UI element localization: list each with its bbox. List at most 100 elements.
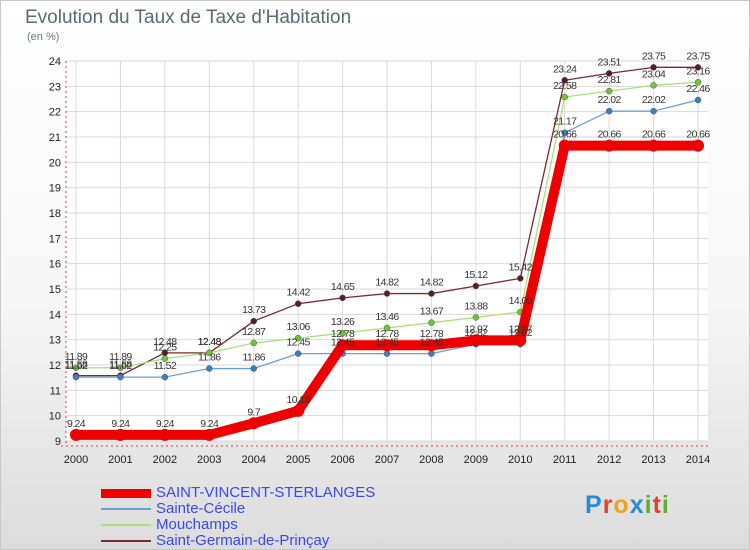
data-point-sainte-c-cile — [250, 365, 257, 372]
data-label-saint-vincent-sterlanges: 10.19 — [287, 394, 311, 406]
y-tick-label: 18 — [49, 208, 61, 220]
data-point-mouchamps — [250, 339, 257, 347]
logo-letter: o — [613, 491, 630, 519]
data-label-mouchamps: 23.16 — [686, 65, 710, 77]
data-label-saint-germain-de-prin-ay: 14.42 — [287, 287, 311, 299]
data-point-saint-vincent-sterlanges — [381, 339, 393, 352]
y-tick-label: 10 — [49, 411, 61, 423]
data-point-saint-vincent-sterlanges — [692, 139, 704, 152]
y-tick-label: 20 — [49, 157, 61, 169]
data-label-saint-germain-de-prin-ay: 13.73 — [242, 304, 266, 316]
data-label-sainte-c-cile: 11.86 — [242, 352, 265, 364]
data-point-mouchamps — [339, 329, 346, 337]
data-point-sainte-c-cile — [650, 107, 657, 115]
data-label-saint-germain-de-prin-ay: 23.51 — [598, 56, 622, 68]
data-label-saint-germain-de-prin-ay: 14.82 — [375, 277, 399, 289]
data-label-saint-vincent-sterlanges: 9.7 — [247, 406, 261, 418]
data-point-saint-vincent-sterlanges — [514, 334, 527, 347]
data-label-saint-vincent-sterlanges: 12.78 — [331, 328, 355, 340]
legend-swatch — [101, 540, 151, 542]
data-label-saint-vincent-sterlanges: 9.24 — [200, 418, 219, 430]
data-point-saint-germain-de-prin-ay — [250, 317, 257, 325]
data-label-saint-vincent-sterlanges: 9.24 — [156, 418, 175, 430]
x-tick-label: 2007 — [375, 454, 399, 466]
x-tick-label: 2013 — [641, 454, 665, 466]
data-label-mouchamps: 12.48 — [198, 336, 222, 348]
data-point-mouchamps — [72, 364, 80, 372]
data-label-sainte-c-cile: 11.52 — [65, 360, 88, 372]
data-point-mouchamps — [206, 349, 213, 357]
data-point-mouchamps — [383, 324, 391, 332]
data-label-mouchamps: 11.89 — [109, 351, 132, 363]
data-label-mouchamps: 23.04 — [642, 68, 666, 80]
legend-label: Sainte-Cécile — [156, 500, 246, 517]
data-label-sainte-c-cile: 12.45 — [375, 337, 399, 349]
legend-label: Mouchamps — [156, 516, 238, 533]
data-label-saint-germain-de-prin-ay: 23.75 — [686, 50, 710, 62]
data-label-saint-vincent-sterlanges: 20.66 — [642, 129, 666, 141]
data-label-saint-vincent-sterlanges: 9.24 — [111, 418, 130, 430]
legend-swatch — [101, 488, 151, 498]
data-point-saint-germain-de-prin-ay — [472, 282, 480, 290]
data-point-saint-germain-de-prin-ay — [517, 275, 524, 282]
data-point-saint-vincent-sterlanges — [425, 339, 438, 352]
data-point-saint-germain-de-prin-ay — [339, 294, 346, 302]
line-chart: 9 10 11 12 13 14 15 16 17 18 19 20 21 22 23 24 2000 2001 2… — [49, 50, 711, 466]
data-label-sainte-c-cile: 22.02 — [642, 94, 666, 106]
data-point-saint-vincent-sterlanges — [247, 417, 260, 430]
data-label-mouchamps: 22.58 — [553, 80, 577, 92]
data-label-saint-vincent-sterlanges: 12.97 — [464, 323, 488, 335]
data-label-mouchamps: 13.88 — [464, 300, 488, 312]
data-point-saint-vincent-sterlanges — [603, 139, 616, 152]
logo-letter: i — [661, 491, 670, 519]
data-point-mouchamps — [605, 87, 613, 95]
data-point-saint-germain-de-prin-ay — [294, 300, 302, 307]
data-label-sainte-c-cile: 11.52 — [154, 360, 177, 372]
data-point-sainte-c-cile — [117, 373, 124, 381]
data-label-saint-germain-de-prin-ay: 15.42 — [509, 261, 533, 273]
data-label-saint-germain-de-prin-ay: 23.24 — [553, 63, 577, 75]
data-point-saint-vincent-sterlanges — [292, 404, 305, 417]
chart-legend: SAINT-VINCENT-STERLANGES Sainte-Cécile Mou… — [101, 485, 375, 549]
logo-letter: i — [644, 491, 653, 519]
y-tick-label: 24 — [49, 56, 61, 68]
data-point-sainte-c-cile — [428, 350, 435, 357]
data-label-saint-germain-de-prin-ay: 23.75 — [642, 50, 666, 62]
legend-swatch — [101, 508, 151, 510]
y-tick-label: 12 — [49, 360, 61, 372]
legend-item: Mouchamps — [101, 517, 375, 533]
data-label-saint-vincent-sterlanges: 12.78 — [375, 328, 399, 340]
data-point-saint-vincent-sterlanges — [558, 139, 571, 152]
data-label-mouchamps: 22.81 — [598, 74, 622, 86]
data-label-saint-germain-de-prin-ay: 15.12 — [464, 269, 488, 281]
x-tick-label: 2004 — [241, 454, 265, 466]
data-point-sainte-c-cile — [72, 373, 80, 381]
y-tick-label: 11 — [50, 385, 61, 397]
data-label-mouchamps: 14.09 — [509, 295, 533, 307]
data-point-mouchamps — [161, 355, 169, 362]
chart-title: Evolution du Taux de Taxe d'Habitation — [25, 7, 352, 28]
y-tick-label: 14 — [49, 309, 61, 321]
data-label-sainte-c-cile: 22.02 — [598, 94, 622, 106]
y-tick-label: 15 — [49, 284, 61, 296]
data-label-saint-germain-de-prin-ay: 12.48 — [198, 336, 222, 348]
y-tick-label: 16 — [49, 259, 61, 271]
data-point-saint-germain-de-prin-ay — [383, 290, 391, 297]
x-tick-label: 2006 — [330, 454, 354, 466]
x-tick-label: 2012 — [597, 454, 621, 466]
x-tick-label: 2014 — [686, 454, 710, 466]
data-point-sainte-c-cile — [694, 96, 702, 104]
data-point-saint-vincent-sterlanges — [158, 428, 171, 441]
x-tick-label: 2011 — [553, 454, 577, 466]
data-label-sainte-c-cile: 12.45 — [287, 337, 311, 349]
data-label-sainte-c-cile: 12.82 — [509, 327, 533, 339]
data-point-sainte-c-cile — [294, 350, 302, 357]
data-label-mouchamps: 13.46 — [375, 311, 399, 323]
data-label-mouchamps: 13.67 — [420, 306, 444, 318]
data-label-mouchamps: 11.89 — [65, 351, 88, 363]
data-label-sainte-c-cile: 12.45 — [331, 337, 355, 349]
chart-subtitle: (en %) — [27, 31, 60, 43]
data-point-saint-vincent-sterlanges — [203, 428, 216, 441]
data-label-sainte-c-cile: 11.86 — [198, 352, 221, 364]
y-tick-label: 17 — [49, 233, 61, 245]
